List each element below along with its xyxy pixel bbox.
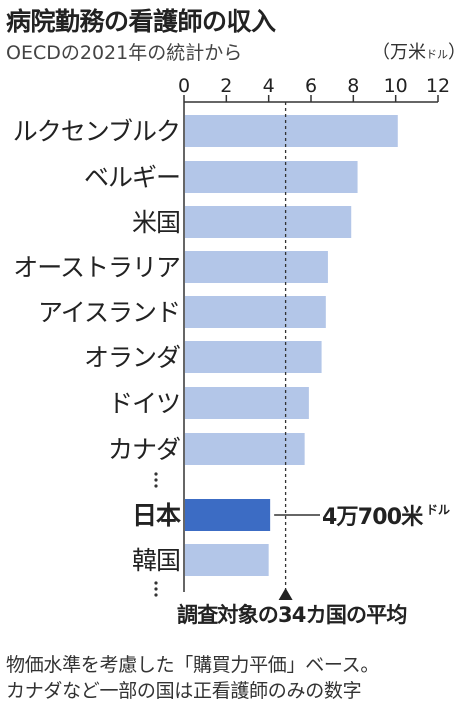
category-label: 米国: [132, 208, 180, 237]
bar: [185, 296, 326, 328]
category-label: ドイツ: [108, 389, 180, 418]
bar: [185, 115, 398, 147]
average-label: 調査対象の34カ国の平均: [177, 603, 407, 627]
average-marker: [278, 588, 293, 600]
bar: [185, 341, 322, 373]
ellipsis-dot: [154, 581, 158, 585]
x-tick-label: 8: [347, 75, 359, 97]
category-label: カナダ: [108, 435, 180, 464]
bar: [185, 544, 269, 576]
note-line-1: 物価水準を考慮した「購買力平価」ベース。: [6, 654, 380, 676]
ellipsis-dot: [154, 593, 158, 597]
x-tick-label: 6: [305, 75, 317, 97]
ellipsis-dot: [154, 478, 158, 482]
category-label: ベルギー: [84, 163, 180, 192]
callout-label: 4万700米: [322, 505, 424, 530]
ellipsis-dot: [154, 587, 158, 591]
chart-title: 病院勤務の看護師の収入: [6, 7, 276, 36]
x-tick-label: 12: [426, 75, 450, 97]
callout-unit: ドル: [426, 503, 450, 517]
bar: [185, 387, 309, 419]
x-tick-label: 10: [384, 75, 408, 97]
bar: [185, 206, 352, 238]
chart-subtitle: OECDの2021年の統計から: [6, 42, 243, 64]
category-label: 韓国: [132, 546, 180, 575]
unit-label: （万米ドル）: [372, 42, 466, 63]
category-label: ルクセンブルク: [13, 117, 180, 146]
note-line-2: カナダなど一部の国は正看護師のみの数字: [6, 680, 362, 702]
category-label: 日本: [132, 501, 181, 530]
bar: [185, 251, 328, 283]
bar: [185, 499, 271, 531]
bar: [185, 433, 305, 465]
x-tick-label: 4: [263, 75, 275, 97]
category-label: オランダ: [84, 343, 180, 372]
category-label: アイスランド: [38, 298, 180, 327]
ellipsis-dot: [154, 484, 158, 488]
category-label: オーストラリア: [13, 253, 180, 282]
bar: [185, 161, 358, 193]
ellipsis-dot: [154, 472, 158, 476]
x-tick-label: 2: [220, 75, 232, 97]
x-tick-label: 0: [178, 75, 190, 97]
